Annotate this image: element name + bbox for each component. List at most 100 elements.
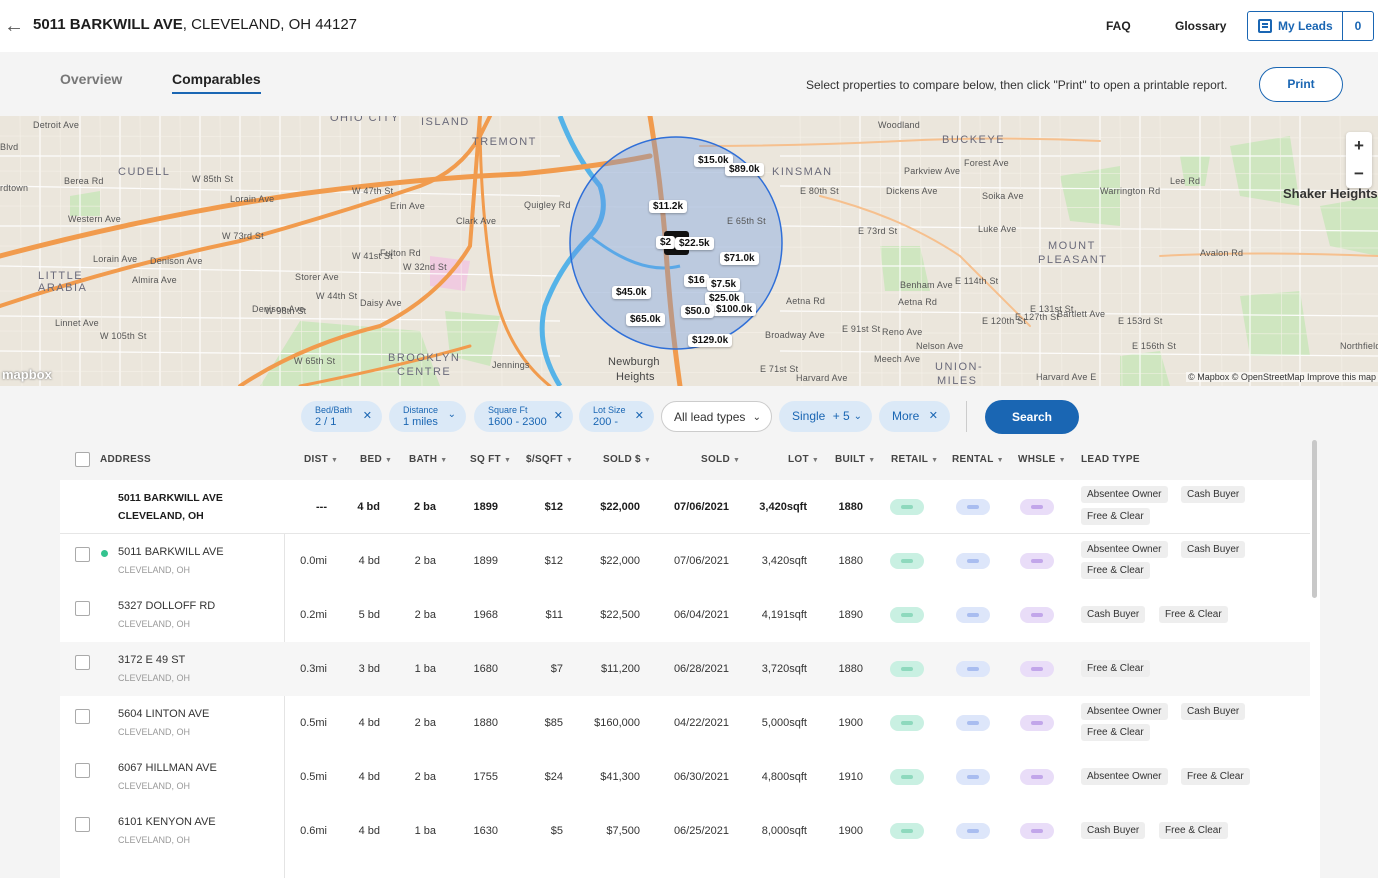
row-checkbox[interactable] xyxy=(75,817,90,832)
retail-indicator[interactable] xyxy=(890,769,924,785)
table-row[interactable]: 5011 BARKWILL AVE CLEVELAND, OH 0.0mi 4 … xyxy=(60,534,1310,588)
map-label: Broadway Ave xyxy=(765,330,825,340)
row-address[interactable]: 6067 HILLMAN AVE xyxy=(118,762,217,774)
zoom-out-icon[interactable]: − xyxy=(1354,164,1364,183)
price-marker[interactable]: $65.0k xyxy=(626,313,665,326)
column-header-address[interactable]: ADDRESS xyxy=(100,454,151,465)
row-dist: --- xyxy=(316,501,327,513)
whsle-indicator[interactable] xyxy=(1020,499,1054,515)
retail-indicator[interactable] xyxy=(890,607,924,623)
distance-filter[interactable]: Distance 1 miles ⌄ xyxy=(389,401,466,432)
whsle-indicator[interactable] xyxy=(1020,553,1054,569)
row-checkbox[interactable] xyxy=(75,655,90,670)
table-row[interactable]: 5604 LINTON AVE CLEVELAND, OH 0.5mi 4 bd… xyxy=(60,696,1310,750)
price-marker[interactable]: $45.0k xyxy=(612,286,651,299)
tab-comparables[interactable]: Comparables xyxy=(172,71,261,94)
price-marker[interactable]: $7.5k xyxy=(707,278,741,291)
row-bed: 4 bd xyxy=(358,717,380,729)
column-header-dist[interactable]: DIST ▼ xyxy=(304,454,339,465)
retail-indicator[interactable] xyxy=(890,661,924,677)
my-leads-button[interactable]: My Leads 0 xyxy=(1247,11,1374,41)
sqft-filter[interactable]: Square Ft 1600 - 2300 ✕ xyxy=(474,401,573,432)
column-header-built[interactable]: BUILT ▼ xyxy=(835,454,876,465)
map-label: OHIO CITY xyxy=(330,116,400,124)
price-marker[interactable]: $11.2k xyxy=(649,200,688,213)
price-marker[interactable]: $129.0k xyxy=(688,334,733,347)
retail-indicator[interactable] xyxy=(890,553,924,569)
price-marker[interactable]: $15.0k xyxy=(694,154,733,167)
retail-indicator[interactable] xyxy=(890,499,924,515)
row-address[interactable]: 5327 DOLLOFF RD xyxy=(118,600,216,612)
price-marker[interactable]: $71.0k xyxy=(720,252,759,265)
map-label: Parkview Ave xyxy=(904,166,961,176)
column-header-ppsf[interactable]: $/SQFT ▼ xyxy=(526,454,574,465)
print-button[interactable]: Print xyxy=(1259,67,1343,102)
rental-indicator[interactable] xyxy=(956,715,990,731)
whsle-indicator[interactable] xyxy=(1020,823,1054,839)
row-checkbox[interactable] xyxy=(75,601,90,616)
price-marker[interactable]: $16 xyxy=(684,274,709,287)
column-header-bath[interactable]: BATH ▼ xyxy=(409,454,448,465)
rental-indicator[interactable] xyxy=(956,823,990,839)
rental-indicator[interactable] xyxy=(956,661,990,677)
row-address[interactable]: 5011 BARKWILL AVE xyxy=(118,546,224,558)
retail-indicator[interactable] xyxy=(890,823,924,839)
column-header-lot[interactable]: LOT ▼ xyxy=(788,454,820,465)
map-label: Aetna Rd xyxy=(786,296,826,306)
close-icon[interactable]: ✕ xyxy=(634,410,644,422)
table-row[interactable]: 5327 DOLLOFF RD CLEVELAND, OH 0.2mi 5 bd… xyxy=(60,588,1310,642)
row-checkbox[interactable] xyxy=(75,709,90,724)
back-arrow-icon[interactable]: ← xyxy=(4,15,24,37)
row-checkbox[interactable] xyxy=(75,763,90,778)
column-header-whsle[interactable]: WHSLE ▼ xyxy=(1018,454,1066,465)
price-marker[interactable]: $25.0k xyxy=(705,292,744,305)
close-icon[interactable]: ✕ xyxy=(362,410,372,422)
row-address[interactable]: 5604 LINTON AVE xyxy=(118,708,210,720)
tab-overview[interactable]: Overview xyxy=(60,71,123,87)
column-header-rental[interactable]: RENTAL ▼ xyxy=(952,454,1004,465)
price-marker[interactable]: $50.0 xyxy=(681,305,715,318)
map-attribution[interactable]: © Mapbox © OpenStreetMap Improve this ma… xyxy=(1186,372,1378,382)
glossary-link[interactable]: Glossary xyxy=(1175,19,1227,33)
rental-indicator[interactable] xyxy=(956,553,990,569)
column-header-sold-price[interactable]: SOLD $ ▼ xyxy=(603,454,652,465)
price-marker[interactable]: $22.5k xyxy=(675,237,714,250)
close-icon[interactable]: ✕ xyxy=(553,410,563,422)
column-header-sqft[interactable]: SQ FT ▼ xyxy=(470,454,512,465)
whsle-indicator[interactable] xyxy=(1020,607,1054,623)
price-marker[interactable]: $89.0k xyxy=(725,163,764,176)
bedbath-filter[interactable]: Bed/Bath 2 / 1 ✕ xyxy=(301,401,382,432)
table-scrollbar[interactable] xyxy=(1312,440,1317,598)
table-row[interactable]: 3172 E 49 ST CLEVELAND, OH 0.3mi 3 bd 1 … xyxy=(60,642,1310,696)
retail-indicator[interactable] xyxy=(890,715,924,731)
comparables-map[interactable]: Detroit Ave Blvd rdtown Berea Rd CUDELL … xyxy=(0,116,1378,386)
property-type-dropdown[interactable]: Single + 5 ⌄ xyxy=(779,401,872,432)
table-row[interactable]: 6101 KENYON AVE CLEVELAND, OH 0.6mi 4 bd… xyxy=(60,804,1310,858)
table-row[interactable]: 6067 HILLMAN AVE CLEVELAND, OH 0.5mi 4 b… xyxy=(60,750,1310,804)
whsle-indicator[interactable] xyxy=(1020,661,1054,677)
row-dist: 0.6mi xyxy=(300,825,327,837)
close-icon[interactable]: ✕ xyxy=(928,410,938,422)
column-header-bed[interactable]: BED ▼ xyxy=(360,454,393,465)
rental-indicator[interactable] xyxy=(956,499,990,515)
price-marker[interactable]: $100.0k xyxy=(712,303,757,316)
search-button[interactable]: Search xyxy=(985,400,1079,434)
faq-link[interactable]: FAQ xyxy=(1106,19,1131,33)
map-label: Detroit Ave xyxy=(33,120,80,130)
column-header-sold-date[interactable]: SOLD ▼ xyxy=(701,454,741,465)
row-checkbox[interactable] xyxy=(75,547,90,562)
whsle-indicator[interactable] xyxy=(1020,715,1054,731)
lot-size-filter[interactable]: Lot Size 200 - ✕ xyxy=(579,401,654,432)
rental-indicator[interactable] xyxy=(956,769,990,785)
map-label: ARABIA xyxy=(38,282,88,294)
select-all-checkbox[interactable] xyxy=(75,452,90,467)
lead-types-dropdown[interactable]: All lead types ⌄ xyxy=(661,401,772,432)
row-address[interactable]: 3172 E 49 ST xyxy=(118,654,186,666)
row-address[interactable]: 6101 KENYON AVE xyxy=(118,816,216,828)
price-marker[interactable]: $2 xyxy=(656,236,676,249)
column-header-retail[interactable]: RETAIL ▼ xyxy=(891,454,939,465)
whsle-indicator[interactable] xyxy=(1020,769,1054,785)
more-filters-button[interactable]: More ✕ xyxy=(879,401,950,432)
rental-indicator[interactable] xyxy=(956,607,990,623)
zoom-in-icon[interactable]: + xyxy=(1354,136,1364,155)
